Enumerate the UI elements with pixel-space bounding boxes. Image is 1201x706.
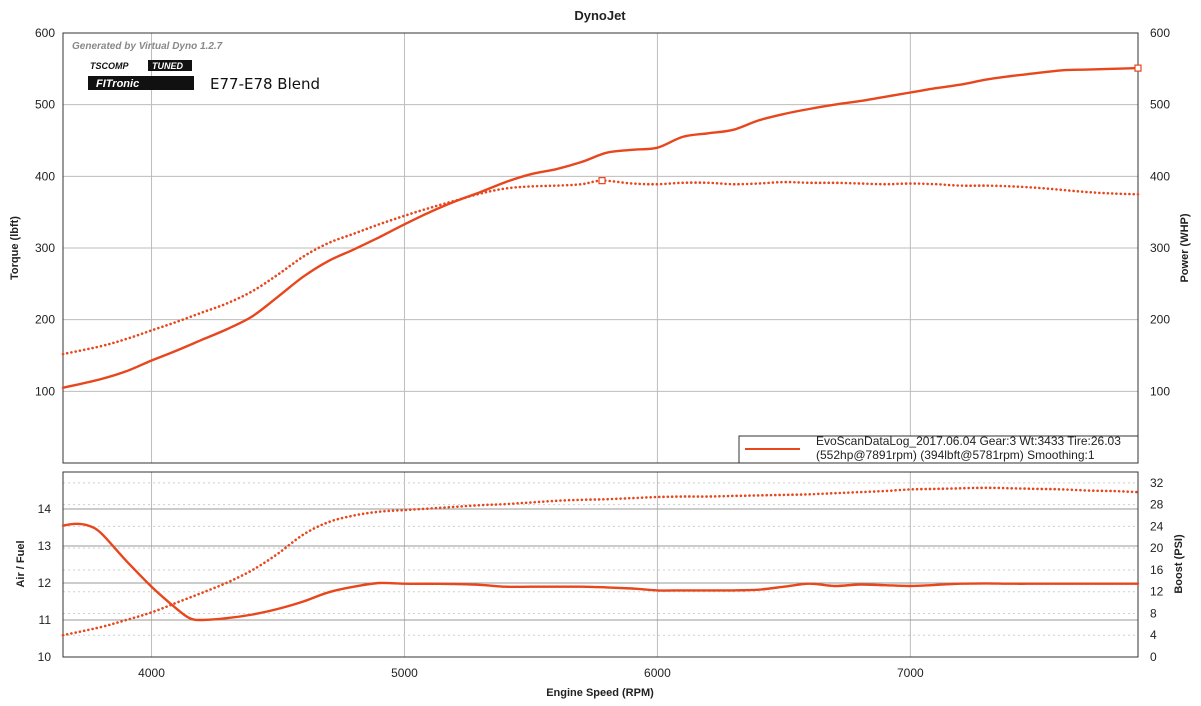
boost-tick-2: 8 <box>1150 606 1157 620</box>
chart-title: DynoJet <box>574 8 626 23</box>
boost-tick-7: 28 <box>1150 498 1164 512</box>
boost-axis-label: Boost (PSI) <box>1173 534 1185 594</box>
boost-tick-1: 4 <box>1150 628 1157 642</box>
top-series-0-solid <box>61 66 1140 389</box>
power-tick-2: 300 <box>1150 241 1170 255</box>
legend-line-2: (552hp@7891rpm) (394lbft@5781rpm) Smooth… <box>816 448 1095 462</box>
tscomp-logo-text: TSCOMP <box>90 61 129 71</box>
afr-tick-3: 13 <box>38 539 52 553</box>
afr-tick-4: 14 <box>38 502 52 516</box>
afr-tick-2: 12 <box>38 576 52 590</box>
power-tick-1: 200 <box>1150 313 1170 327</box>
boost-tick-8: 32 <box>1150 476 1164 490</box>
boost-tick-6: 24 <box>1150 519 1164 533</box>
afr-tick-0: 10 <box>38 650 52 664</box>
boost-tick-5: 20 <box>1150 541 1164 555</box>
watermark: Generated by Virtual Dyno 1.2.7 <box>72 41 223 52</box>
power-tick-5: 600 <box>1150 26 1170 40</box>
power-tick-0: 100 <box>1150 384 1170 398</box>
afr-axis-label: Air / Fuel <box>15 540 27 587</box>
torque-tick-4: 500 <box>35 98 55 112</box>
legend-line-1: EvoScanDataLog_2017.06.04 Gear:3 Wt:3433… <box>816 434 1121 448</box>
torque-axis-label: Torque (lbft) <box>9 216 21 280</box>
boost-tick-0: 0 <box>1150 650 1157 664</box>
boost-tick-4: 16 <box>1150 563 1164 577</box>
bottom-panel-grid <box>63 472 1138 658</box>
top-panel-frame <box>62 32 1139 464</box>
torque-tick-2: 300 <box>35 241 55 255</box>
top-ticks: 100 200 300 400 500 600 100 200 300 400 500 600 <box>35 26 1170 398</box>
torque-tick-0: 100 <box>35 384 55 398</box>
power-axis-label: Power (WHP) <box>1179 213 1191 282</box>
rpm-tick-0: 4000 <box>138 666 165 680</box>
tuned-logo-text: TUNED <box>152 61 183 71</box>
boost-tick-3: 12 <box>1150 585 1164 599</box>
rpm-tick-2: 6000 <box>644 666 671 680</box>
power-tick-3: 400 <box>1150 169 1170 183</box>
peak-marker-0 <box>1134 64 1142 72</box>
rpm-tick-3: 7000 <box>897 666 924 680</box>
bottom-series-layer <box>61 486 1140 637</box>
fitronic-logo-text: FITronic <box>96 78 139 90</box>
rpm-tick-1: 5000 <box>391 666 418 680</box>
torque-tick-1: 200 <box>35 313 55 327</box>
bottom-series-0-solid <box>61 522 1140 622</box>
legend: EvoScanDataLog_2017.06.04 Gear:3 Wt:3433… <box>738 434 1139 464</box>
top-series-1-dotted <box>61 179 1140 356</box>
peak-marker-1 <box>598 177 606 185</box>
afr-tick-1: 11 <box>39 613 52 627</box>
legend-box <box>738 435 1139 464</box>
x-ticks: 4000 5000 6000 7000 <box>138 666 924 680</box>
bottom-series-1-dotted <box>61 486 1140 637</box>
bottom-ticks: 10 11 12 13 14 0 4 8 12 16 20 24 28 32 <box>38 476 1164 664</box>
torque-tick-5: 600 <box>35 26 55 40</box>
blend-annotation: E77-E78 Blend <box>210 75 320 93</box>
top-panel-grid <box>63 32 1138 463</box>
x-axis-label: Engine Speed (RPM) <box>546 687 654 699</box>
tscomp-logo: TSCOMP TUNED <box>88 60 192 71</box>
top-series-layer <box>61 64 1142 389</box>
power-tick-4: 500 <box>1150 98 1170 112</box>
fitronic-logo: FITronic <box>88 76 194 90</box>
bottom-panel-frame <box>62 471 1139 658</box>
torque-tick-3: 400 <box>35 169 55 183</box>
